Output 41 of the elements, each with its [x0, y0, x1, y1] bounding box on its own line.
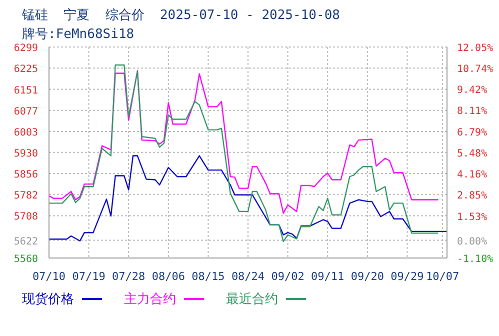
y2-tick-label: 2.85% [457, 190, 488, 202]
y-tick-label: 6225 [14, 64, 38, 76]
x-tick-label: 08/24 [231, 270, 265, 283]
line-series [49, 64, 439, 242]
y-tick-label: 6077 [14, 106, 38, 118]
x-tick-label: 10/07 [426, 270, 460, 283]
y2-tick-label: -1.10% [457, 254, 494, 265]
x-tick-label: 07/19 [72, 270, 106, 283]
legend-label: 最近合约 [226, 291, 278, 308]
y2-tick-label: 6.79% [457, 127, 488, 138]
y2-tick-label: 9.42% [457, 85, 488, 96]
chart-title: 锰硅 宁夏 综合价 2025-07-10 - 2025-10-08 [22, 7, 340, 24]
legend-label: 主力合约 [124, 291, 176, 308]
y-tick-label: 6151 [14, 85, 38, 96]
y-tick-label: 5708 [14, 212, 38, 223]
y-tick-label: 5622 [14, 236, 38, 248]
x-tick-label: 09/11 [311, 270, 344, 283]
y2-tick-label: 5.48% [457, 148, 488, 160]
x-tick-label: 09/02 [271, 270, 304, 283]
y-tick-label: 5782 [14, 190, 38, 202]
y-tick-label: 5856 [14, 169, 38, 180]
line-series [49, 155, 447, 242]
y2-tick-label: 10.74% [457, 64, 494, 76]
legend-label: 现货价格 [22, 291, 74, 308]
y-tick-label: 6003 [14, 128, 38, 139]
x-tick-label: 08/06 [152, 270, 185, 283]
chart-subtitle: 牌号:FeMn68Si18 [22, 26, 134, 43]
x-tick-label: 07/10 [32, 270, 66, 283]
y-tick-label: 6299 [14, 43, 38, 54]
y-tick-label: 5560 [14, 254, 38, 265]
y-tick-label: 5930 [14, 148, 38, 160]
x-tick-label: 07/28 [112, 270, 146, 283]
y2-tick-label: 8.11% [457, 106, 488, 118]
y2-tick-label: 1.53% [457, 212, 488, 223]
y2-tick-label: 0.00% [457, 236, 488, 248]
x-tick-label: 08/15 [192, 270, 225, 283]
x-tick-label: 09/20 [350, 270, 384, 283]
x-tick-label: 09/29 [390, 270, 424, 283]
y2-tick-label: 4.16% [457, 170, 488, 181]
line-series [49, 70, 439, 214]
y2-tick-label: 12.05% [457, 43, 494, 54]
